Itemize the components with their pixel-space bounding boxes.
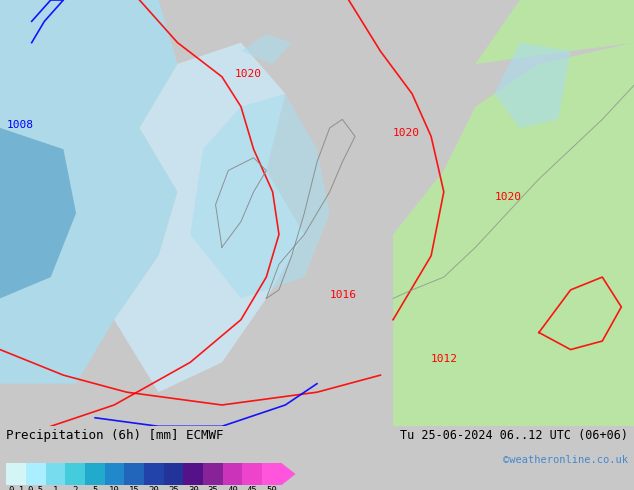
Text: 1008: 1008 (6, 120, 34, 130)
Text: 0.1: 0.1 (8, 486, 24, 490)
Text: 15: 15 (129, 486, 139, 490)
Bar (262, 463, 281, 485)
Bar (124, 463, 144, 485)
Text: 45: 45 (247, 486, 257, 490)
Text: 35: 35 (207, 486, 218, 490)
Text: Tu 25-06-2024 06..12 UTC (06+06): Tu 25-06-2024 06..12 UTC (06+06) (399, 429, 628, 442)
Text: ©weatheronline.co.uk: ©weatheronline.co.uk (503, 455, 628, 465)
Polygon shape (0, 0, 178, 384)
Bar (85, 463, 105, 485)
Text: 1016: 1016 (330, 291, 357, 300)
Bar (46, 463, 65, 485)
Polygon shape (476, 0, 634, 64)
Bar (105, 463, 124, 485)
Bar (65, 463, 85, 485)
Text: 1012: 1012 (431, 354, 458, 365)
Polygon shape (0, 128, 76, 298)
Polygon shape (281, 463, 295, 485)
Text: 1020: 1020 (495, 193, 522, 202)
Text: 0.5: 0.5 (28, 486, 44, 490)
Polygon shape (190, 94, 330, 298)
Text: 1: 1 (53, 486, 58, 490)
Polygon shape (495, 43, 571, 128)
Polygon shape (393, 43, 634, 426)
Text: Precipitation (6h) [mm] ECMWF: Precipitation (6h) [mm] ECMWF (6, 429, 224, 442)
Text: 25: 25 (168, 486, 179, 490)
Text: 20: 20 (148, 486, 159, 490)
Text: 1020: 1020 (235, 69, 262, 79)
Polygon shape (241, 34, 292, 64)
Text: 1020: 1020 (393, 128, 420, 138)
Bar (242, 463, 262, 485)
Bar (26, 463, 46, 485)
Bar (223, 463, 242, 485)
Bar (164, 463, 183, 485)
Text: 50: 50 (266, 486, 277, 490)
Bar (144, 463, 164, 485)
Text: 30: 30 (188, 486, 198, 490)
Polygon shape (114, 43, 304, 392)
Text: 5: 5 (92, 486, 98, 490)
Text: 40: 40 (227, 486, 238, 490)
Bar (6, 463, 26, 485)
Bar (183, 463, 203, 485)
Bar (203, 463, 223, 485)
Text: 10: 10 (109, 486, 120, 490)
Text: 2: 2 (72, 486, 78, 490)
